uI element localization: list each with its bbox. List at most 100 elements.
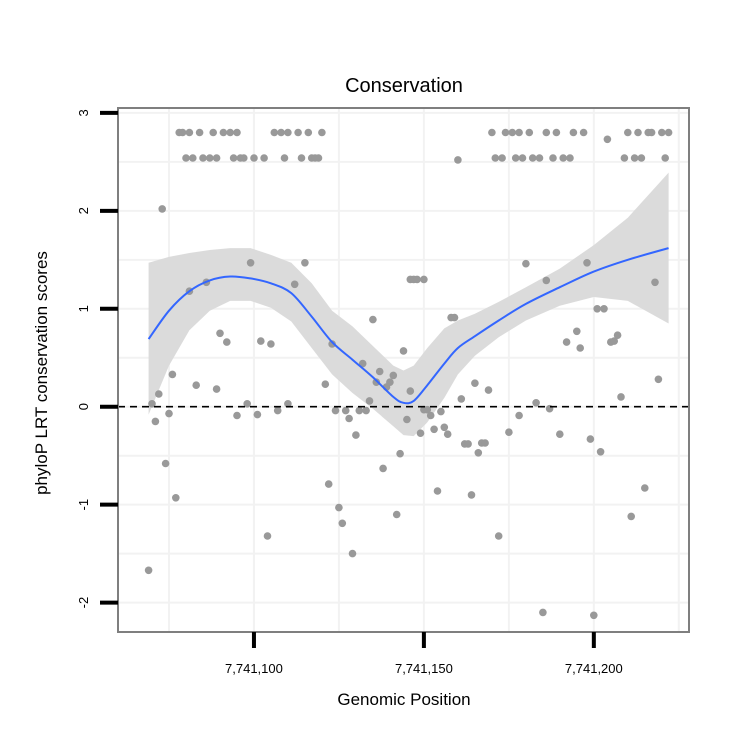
- data-point: [511, 154, 520, 162]
- data-point: [603, 135, 612, 144]
- data-point: [161, 459, 170, 468]
- data-point: [457, 395, 466, 403]
- data-point: [549, 154, 557, 162]
- data-point: [185, 128, 194, 137]
- data-point: [328, 340, 336, 348]
- data-point: [386, 378, 394, 387]
- data-point: [335, 503, 343, 512]
- data-point: [257, 337, 265, 345]
- data-point: [246, 259, 255, 267]
- data-point: [600, 305, 608, 313]
- data-point: [372, 378, 381, 387]
- points-layer: [144, 128, 673, 620]
- data-point: [474, 449, 483, 457]
- smooth-line: [147, 247, 669, 405]
- data-point: [518, 154, 527, 162]
- data-point: [229, 154, 238, 162]
- data-point: [505, 428, 513, 437]
- data-point: [341, 406, 350, 415]
- data-point: [464, 440, 472, 448]
- data-point: [369, 315, 377, 324]
- data-point: [413, 275, 421, 284]
- data-point: [494, 532, 503, 540]
- x-axis: 7,741,100 7,741,150 7,741,200: [225, 632, 623, 676]
- data-point: [192, 381, 200, 390]
- data-point: [651, 278, 659, 287]
- data-point: [641, 484, 649, 492]
- data-point: [301, 259, 309, 267]
- data-point: [172, 494, 180, 502]
- data-point: [158, 205, 166, 213]
- data-point: [579, 128, 588, 137]
- data-point: [267, 340, 275, 348]
- data-point: [535, 154, 544, 162]
- data-point: [647, 128, 656, 137]
- data-point: [314, 154, 323, 162]
- data-point: [403, 415, 411, 424]
- data-point: [148, 400, 156, 408]
- data-point: [189, 154, 197, 162]
- data-point: [260, 154, 268, 162]
- x-tick-label: 7,741,100: [225, 661, 283, 676]
- plot-panel: [117, 107, 690, 633]
- data-point: [399, 347, 408, 355]
- data-point: [627, 512, 635, 521]
- data-point: [586, 435, 595, 443]
- data-point: [182, 154, 190, 162]
- data-point: [596, 448, 605, 456]
- data-point: [331, 406, 340, 415]
- data-point: [426, 411, 435, 420]
- data-point: [617, 393, 625, 401]
- data-point: [297, 154, 306, 162]
- data-point: [562, 338, 571, 346]
- data-point: [501, 128, 510, 137]
- data-point: [392, 510, 401, 519]
- data-point: [396, 449, 404, 458]
- data-point: [525, 128, 534, 137]
- y-tick-label: -1: [76, 499, 91, 511]
- data-point: [437, 407, 445, 416]
- data-point: [443, 430, 452, 439]
- confidence-ribbon: [148, 172, 669, 437]
- panel-border: [117, 107, 690, 633]
- data-point: [528, 154, 537, 162]
- data-point: [240, 154, 248, 162]
- y-tick-label: 0: [76, 403, 91, 410]
- data-point: [321, 380, 330, 389]
- data-point: [280, 154, 289, 162]
- data-point: [433, 487, 442, 495]
- data-point: [155, 390, 163, 398]
- data-point: [389, 371, 398, 380]
- data-point: [624, 128, 632, 137]
- data-point: [144, 566, 153, 575]
- data-point: [209, 128, 217, 137]
- x-axis-label: Genomic Position: [337, 690, 470, 709]
- smooth-layer: [147, 247, 669, 405]
- data-point: [559, 154, 567, 162]
- data-point: [522, 259, 530, 268]
- data-point: [450, 313, 459, 322]
- data-point: [219, 128, 228, 137]
- data-point: [576, 344, 584, 352]
- data-point: [539, 608, 547, 617]
- data-point: [630, 154, 639, 162]
- data-point: [552, 128, 561, 137]
- data-point: [583, 259, 591, 267]
- data-point: [206, 154, 214, 162]
- data-point: [195, 128, 204, 137]
- data-point: [406, 387, 415, 395]
- data-point: [253, 410, 262, 419]
- data-point: [590, 611, 598, 620]
- data-point: [270, 128, 279, 137]
- chart-title: Conservation: [345, 75, 463, 97]
- data-point: [216, 329, 224, 338]
- data-point: [365, 397, 374, 405]
- data-point: [664, 128, 673, 137]
- data-point: [515, 128, 523, 137]
- data-point: [620, 154, 629, 162]
- data-point: [423, 405, 432, 414]
- data-point: [542, 128, 551, 137]
- data-point: [654, 375, 663, 384]
- data-point: [488, 128, 496, 137]
- data-point: [498, 154, 506, 162]
